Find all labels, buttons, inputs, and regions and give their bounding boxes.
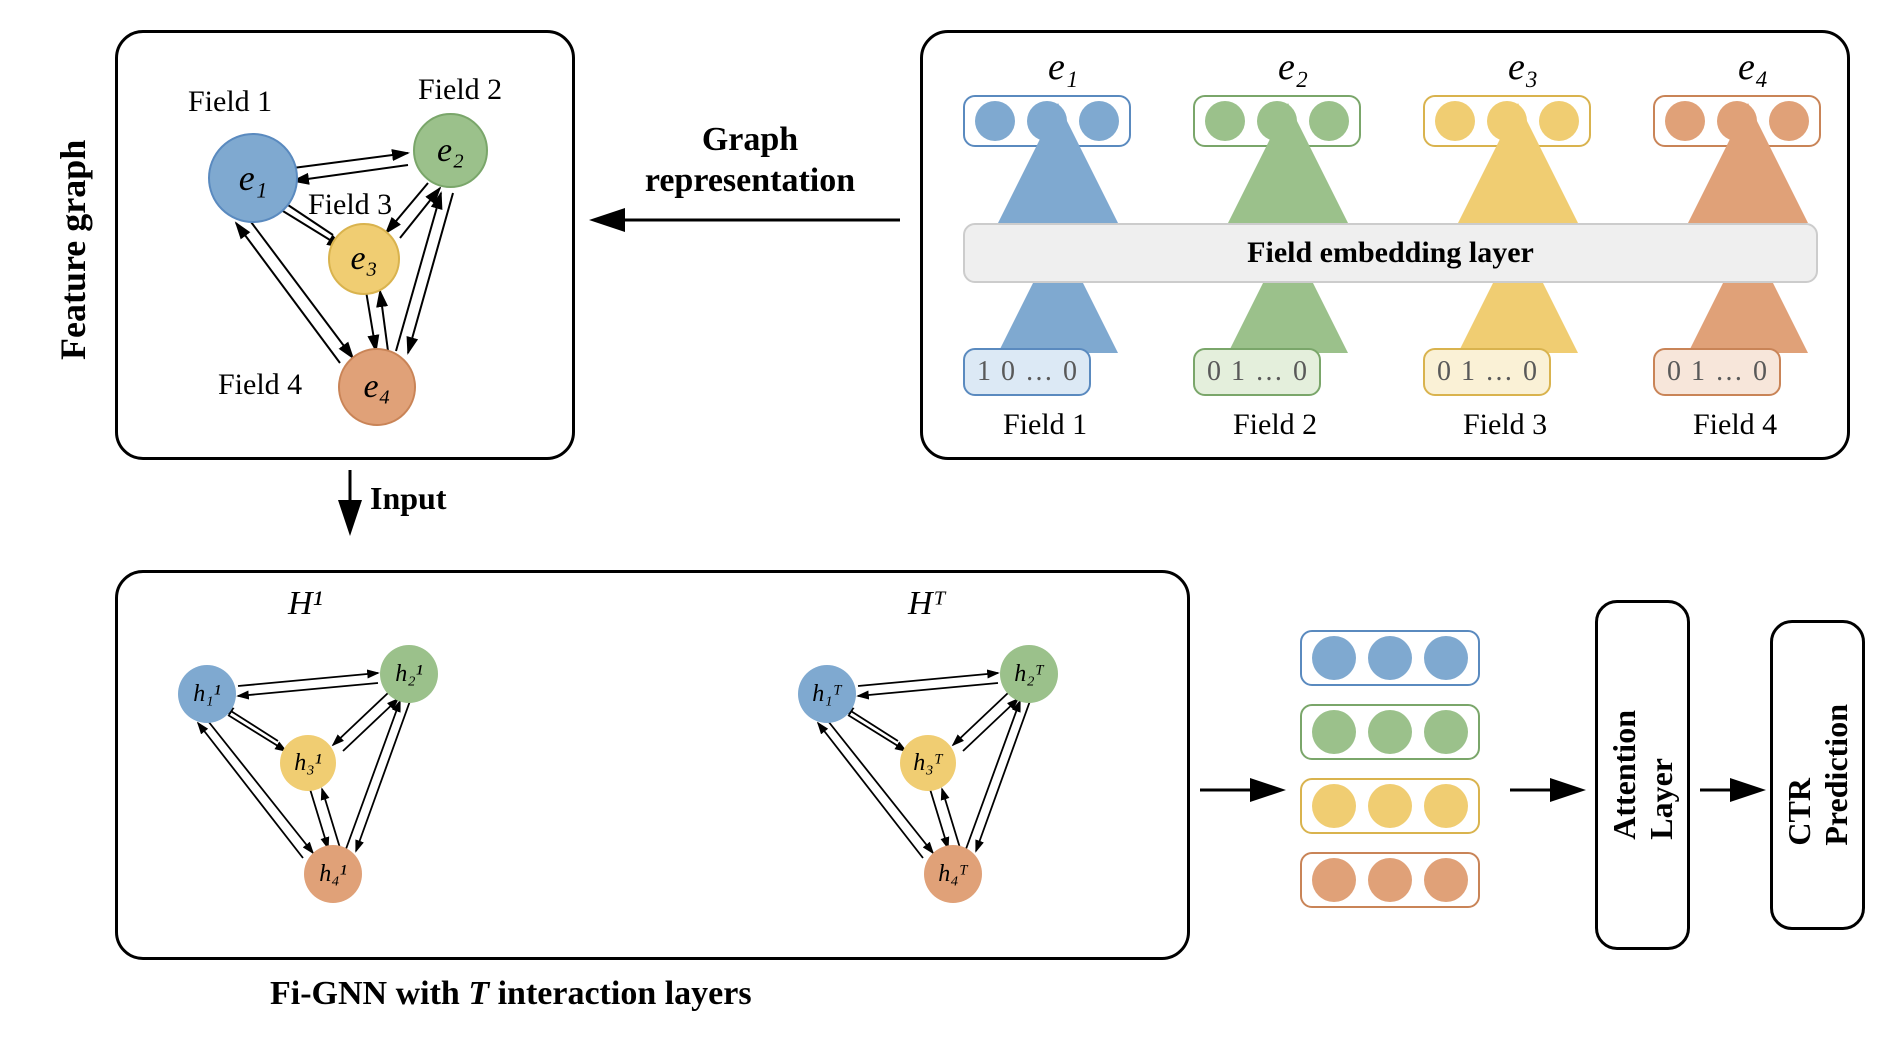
emb-h-e3: e₃ [1508,45,1538,89]
fg-field1-label: Field 1 [188,85,272,119]
emb-h-e1: e₁ [1048,45,1078,89]
node-e1: e₁ [208,133,298,223]
output-embeddings [1300,630,1480,908]
node-hT-3: h₃ᵀ [900,735,956,791]
node-h1-1: h₁¹ [178,665,236,723]
out-dots-1 [1300,630,1480,686]
onehot-2: 01…0 [1193,348,1321,396]
node-h1-3: h₃¹ [280,735,336,791]
out-dots-4 [1300,852,1480,908]
node-h1-2: h₂¹ [380,645,438,703]
emb-f3: Field 3 [1463,408,1547,442]
fg-field3-label: Field 3 [308,188,392,222]
node-e2: e₂ [413,113,488,188]
gnn-h1-title: H¹ [288,585,323,623]
node-hT-1: h₁ᵀ [798,665,856,723]
onehot-4: 01…0 [1653,348,1781,396]
emb-h-e4: e₄ [1738,45,1768,89]
node-hT-4: h₄ᵀ [924,845,982,903]
embedding-layer-bar: Field embedding layer [963,223,1818,283]
embedding-panel: e₁ e₂ e₃ e₄ [920,30,1850,460]
emb-dots-1 [963,95,1131,147]
gnn-panel: H¹ [115,570,1190,960]
ctr-box: CTR Prediction [1770,620,1865,930]
emb-f2: Field 2 [1233,408,1317,442]
emb-dots-3 [1423,95,1591,147]
attention-layer-box: Attention Layer [1595,600,1690,950]
node-h1-4: h₄¹ [304,845,362,903]
onehot-1: 10…0 [963,348,1091,396]
emb-f1: Field 1 [1003,408,1087,442]
onehot-3: 01…0 [1423,348,1551,396]
node-e4: e₄ [338,348,416,426]
fg-field4-label: Field 4 [218,368,302,402]
gnn-hT-title: Hᵀ [908,585,946,623]
node-hT-2: h₂ᵀ [1000,645,1058,703]
emb-f4: Field 4 [1693,408,1777,442]
fignn-caption: Fi-GNN with T interaction layers [270,975,752,1013]
gnn-edges [118,573,1193,963]
input-label: Input [370,480,447,517]
emb-dots-4 [1653,95,1821,147]
feature-graph-title: Feature graph [52,90,94,410]
out-dots-3 [1300,778,1480,834]
feature-graph-panel: Field 1 Field 2 Field 3 Field 4 e₁ e₂ e₃… [115,30,575,460]
fg-field2-label: Field 2 [418,73,502,107]
node-e3: e₃ [328,223,400,295]
out-dots-2 [1300,704,1480,760]
graph-rep-label: Graph representation [600,120,900,202]
emb-dots-2 [1193,95,1361,147]
emb-h-e2: e₂ [1278,45,1308,89]
